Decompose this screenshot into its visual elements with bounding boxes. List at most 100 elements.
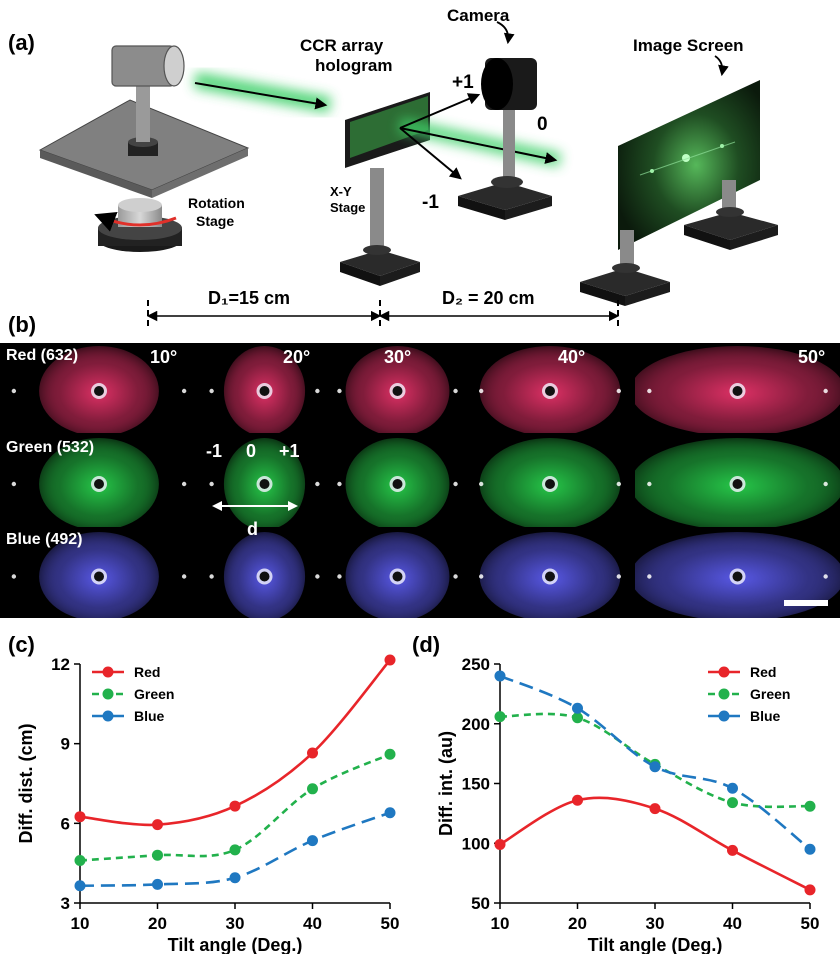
data-point-red <box>384 654 396 666</box>
diffraction-image-red-10deg <box>0 343 198 433</box>
data-point-blue <box>727 782 738 794</box>
data-point-blue <box>229 872 241 884</box>
panel-d-label: (d) <box>412 632 441 657</box>
diffraction-image-blue-30deg <box>330 529 465 618</box>
y-tick-label: 9 <box>61 735 70 754</box>
y-tick-label: 6 <box>61 814 70 833</box>
angle-label-10: 10° <box>150 347 178 367</box>
order-zero-label: 0 <box>537 114 548 135</box>
diffraction-image-green-40deg <box>470 435 630 527</box>
legend-marker-blue <box>718 710 730 722</box>
d-label: d <box>247 519 258 539</box>
legend-marker-red <box>102 666 114 678</box>
diffraction-image-green-20deg <box>203 435 326 527</box>
angle-label-20: 20° <box>283 347 311 367</box>
data-point-red <box>649 803 661 815</box>
data-point-green <box>307 783 318 795</box>
ccr-hologram-label-2: hologram <box>315 56 393 75</box>
diffraction-image-blue-50deg <box>635 529 840 618</box>
legend-label-blue: Blue <box>134 708 165 724</box>
ccr-hologram-label-1: CCR array <box>300 36 384 55</box>
legend-marker-blue <box>102 710 114 722</box>
data-point-blue <box>649 761 661 773</box>
data-point-green <box>384 748 396 760</box>
legend-label-green: Green <box>134 686 174 702</box>
rotation-stage <box>38 45 250 252</box>
data-point-red <box>229 800 241 812</box>
row-label-blue: Blue (492) <box>6 531 83 548</box>
camera <box>458 21 552 220</box>
d1-distance-label: D₁=15 cm <box>208 288 290 308</box>
y-tick-label: 3 <box>61 894 70 913</box>
data-point-red <box>804 884 816 896</box>
rotation-stage-label-2: Stage <box>196 213 235 229</box>
diffraction-image-green-30deg <box>330 435 465 527</box>
diffraction-image-blue-40deg <box>470 529 630 618</box>
x-tick-label: 20 <box>148 914 167 933</box>
data-point-blue <box>804 843 816 855</box>
data-point-green <box>152 849 163 861</box>
diffraction-image-blue-10deg <box>0 529 198 618</box>
data-point-green <box>804 800 816 812</box>
chart-c-diffraction-distance: 10 20 30 40 50 3 6 9 12 Tilt angle (Deg.) Diff. di… <box>16 654 400 954</box>
data-point-red <box>494 838 506 850</box>
y-axis-label: Diff. dist. (cm) <box>16 723 36 843</box>
x-axis-label: Tilt angle (Deg.) <box>168 935 303 954</box>
angle-label-30: 30° <box>384 347 412 367</box>
data-point-blue <box>307 835 318 847</box>
legend-label-red: Red <box>750 664 776 680</box>
x-tick-label: 40 <box>723 914 742 933</box>
x-tick-label: 10 <box>71 914 90 933</box>
data-point-blue <box>152 878 163 890</box>
panel-b-label: (b) <box>8 312 37 337</box>
data-point-green <box>494 711 506 723</box>
series-line-red <box>79 659 391 827</box>
order-minus-one-label: -1 <box>422 192 439 213</box>
order-zero: 0 <box>246 441 257 461</box>
d-measure-arrow <box>212 501 298 511</box>
data-point-red <box>727 844 738 856</box>
incoming-laser-beam <box>193 72 332 113</box>
row-label-green: Green (532) <box>6 439 95 456</box>
diffraction-image-red-40deg <box>470 343 630 433</box>
panel-a-label: (a) <box>8 30 35 55</box>
y-tick-label: 50 <box>471 894 490 913</box>
diffracted-beams <box>398 93 562 180</box>
data-point-red <box>572 794 583 806</box>
diffraction-image-red-30deg <box>330 343 465 433</box>
y-tick-label: 150 <box>462 775 490 794</box>
data-point-blue <box>74 880 86 892</box>
optical-setup-diagram <box>38 21 778 330</box>
camera-label: Camera <box>447 6 510 25</box>
diffraction-image-green-10deg <box>0 435 198 527</box>
order-plus-one: +1 <box>279 441 300 461</box>
diffraction-image-red-50deg <box>635 343 840 433</box>
x-tick-label: 50 <box>801 914 820 933</box>
xy-stage-label-1: X-Y <box>330 184 352 199</box>
xy-stage-label-2: Stage <box>330 200 366 215</box>
diffraction-image-green-50deg <box>635 435 840 527</box>
data-point-green <box>572 712 583 724</box>
image-screen-label: Image Screen <box>633 36 744 55</box>
x-tick-label: 10 <box>491 914 510 933</box>
data-point-blue <box>572 702 583 714</box>
distance-markers <box>146 300 620 330</box>
data-point-red <box>74 811 86 823</box>
data-point-blue <box>384 807 396 819</box>
data-point-green <box>727 797 738 809</box>
legend-label-green: Green <box>750 686 790 702</box>
x-tick-label: 30 <box>646 914 665 933</box>
panel-c-label: (c) <box>8 632 35 657</box>
order-minus-one: -1 <box>206 441 223 461</box>
data-point-green <box>74 855 86 867</box>
row-label-red: Red (632) <box>6 347 79 364</box>
d2-distance-label: D₂ = 20 cm <box>442 288 535 308</box>
data-point-red <box>152 819 163 831</box>
legend-marker-green <box>718 688 730 700</box>
x-tick-label: 40 <box>303 914 322 933</box>
x-tick-label: 50 <box>381 914 400 933</box>
legend-label-red: Red <box>134 664 160 680</box>
y-tick-label: 200 <box>462 715 490 734</box>
data-point-blue <box>494 670 506 682</box>
angle-label-50: 50° <box>798 347 826 367</box>
